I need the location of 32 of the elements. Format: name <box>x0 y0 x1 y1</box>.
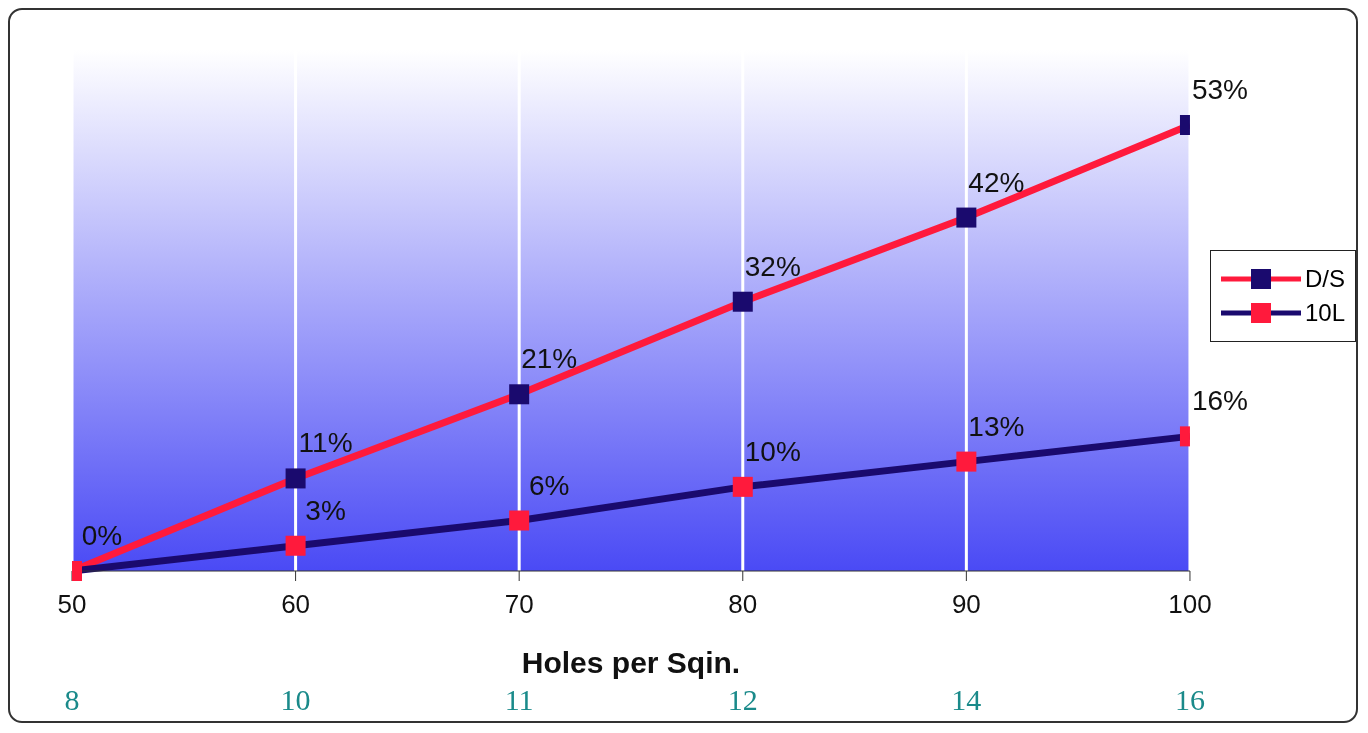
data-label: 11% <box>298 427 353 459</box>
text: 8 <box>64 683 80 717</box>
x-tick-label: 70 <box>504 589 534 620</box>
legend-label: 10L <box>1304 299 1345 327</box>
point <box>732 476 753 497</box>
data-label: 42% <box>968 166 1025 198</box>
legend-label: D/S <box>1304 265 1345 293</box>
data-label: 53% <box>1191 74 1248 105</box>
text: 11 <box>504 683 534 717</box>
data-label: 0% <box>81 520 123 551</box>
x-tick-label: 60 <box>281 589 311 620</box>
text: 12 <box>727 683 758 717</box>
point <box>509 384 530 405</box>
text: 10 <box>280 683 311 717</box>
x-tick-label: 100 <box>1168 589 1212 620</box>
data-label: 3% <box>305 494 346 526</box>
text: 16 <box>1174 683 1205 717</box>
data-label: 10% <box>744 435 801 467</box>
text: 14 <box>951 683 982 717</box>
point <box>732 291 753 312</box>
data-label: 16% <box>1191 385 1248 417</box>
data-label: 21% <box>521 343 578 375</box>
x-tick-label: 80 <box>728 589 758 620</box>
data-label: 13% <box>968 410 1025 442</box>
point <box>285 535 306 556</box>
x-axis-title: Holes per Sqin. <box>521 646 741 679</box>
data-label: 32% <box>744 250 801 282</box>
data-label: 6% <box>528 469 570 501</box>
point <box>285 468 306 489</box>
point <box>509 510 530 531</box>
x-tick-label: 50 <box>57 589 87 620</box>
x-tick-label: 90 <box>951 589 981 620</box>
